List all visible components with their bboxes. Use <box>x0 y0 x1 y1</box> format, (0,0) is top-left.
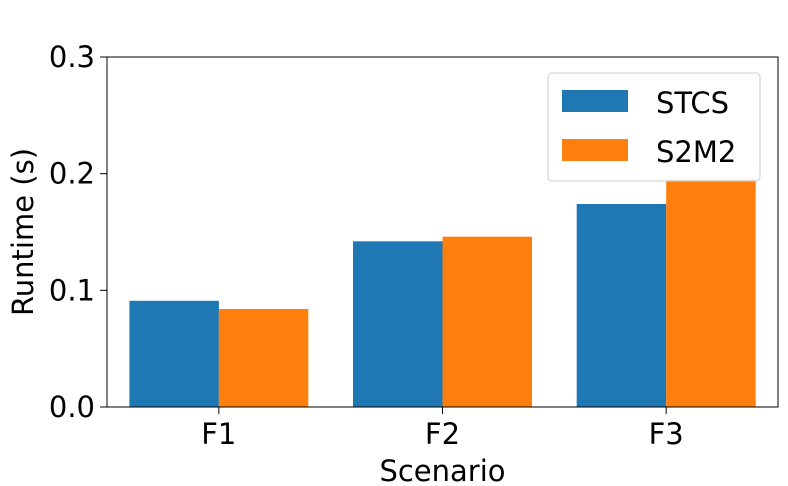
y-axis: 0.0 0.1 0.2 0.3 <box>49 40 107 424</box>
x-axis: F1 F2 F3 <box>201 407 684 451</box>
legend-swatch-s2m2 <box>562 139 628 161</box>
legend: STCS S2M2 <box>547 72 761 182</box>
bars-group <box>129 179 756 407</box>
legend-label-stcs: STCS <box>656 86 729 120</box>
bar-s2m2-f3 <box>666 179 756 407</box>
bar-stcs-f1 <box>129 300 219 407</box>
bar-stcs-f3 <box>576 204 667 407</box>
bar-s2m2-f1 <box>218 309 309 407</box>
bar-stcs-f2 <box>353 241 443 407</box>
bar-s2m2-f2 <box>442 236 532 407</box>
x-tick-label: F1 <box>201 417 236 451</box>
legend-label-s2m2: S2M2 <box>656 135 736 169</box>
legend-swatch-stcs <box>562 90 628 112</box>
y-axis-title: Runtime (s) <box>6 148 40 316</box>
y-tick-label: 0.1 <box>49 273 95 307</box>
x-axis-title: Scenario <box>379 454 505 486</box>
y-tick-label: 0.0 <box>49 390 95 424</box>
x-tick-label: F3 <box>649 417 684 451</box>
y-tick-label: 0.3 <box>49 40 95 74</box>
x-tick-label: F2 <box>425 417 460 451</box>
y-tick-label: 0.2 <box>49 157 95 191</box>
